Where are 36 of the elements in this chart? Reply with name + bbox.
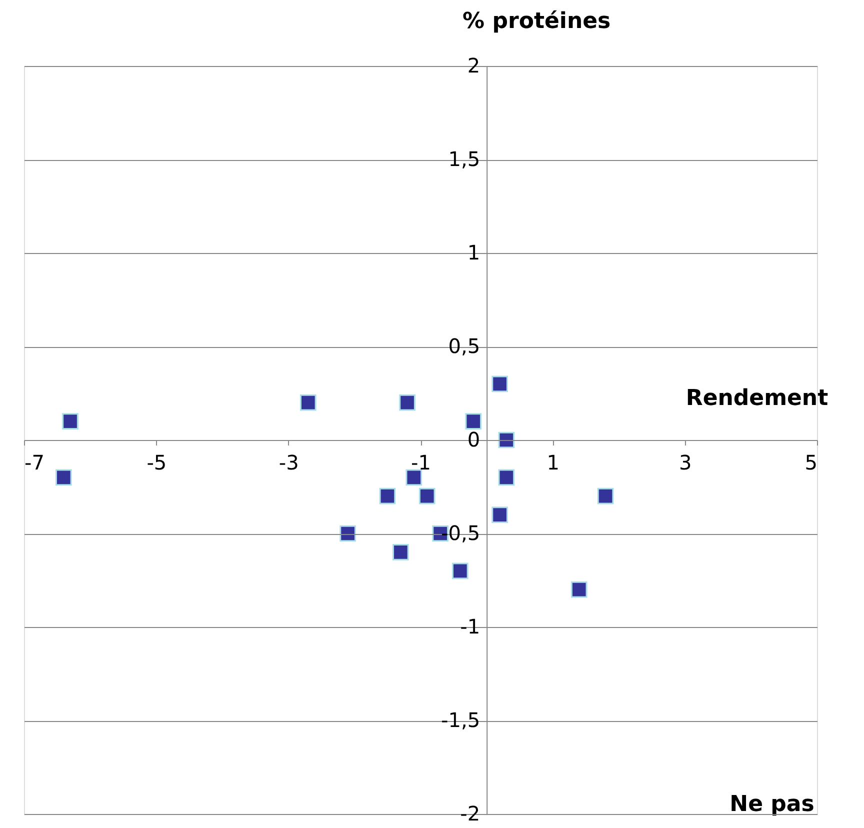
- y-tick-label: 0,5: [448, 334, 480, 358]
- y-tick-label: 2: [467, 54, 480, 78]
- point: [406, 469, 422, 486]
- x-tick-label: 5: [804, 450, 818, 474]
- y-tick-label: -1,5: [441, 708, 480, 732]
- y-tick-label: 1: [467, 240, 480, 264]
- x-tick-label: -1: [411, 450, 431, 474]
- point: [498, 432, 515, 448]
- point: [399, 394, 416, 411]
- y-axis-title: % protéines: [462, 9, 611, 34]
- point: [62, 413, 78, 430]
- x-tick-label: -5: [146, 450, 167, 474]
- y-tick-label: 1,5: [448, 147, 480, 171]
- point: [492, 376, 508, 392]
- point: [452, 562, 468, 580]
- y-tick-label: 0: [467, 428, 480, 452]
- point: [379, 488, 396, 504]
- point: [498, 469, 515, 486]
- x-tick-label: -7: [24, 450, 44, 474]
- x-tick-label: 1: [546, 450, 560, 474]
- point: [597, 488, 614, 504]
- x-tick-label: -3: [278, 450, 299, 474]
- x-tick-label: 3: [678, 450, 692, 474]
- y-tick-label: -2: [460, 802, 480, 826]
- point: [300, 394, 316, 411]
- point: [570, 581, 588, 598]
- point: [340, 525, 356, 542]
- annotation: Ne pas: [730, 792, 814, 817]
- x-axis-title: Rendement: [686, 386, 829, 411]
- point: [492, 506, 508, 523]
- y-tick-label: -1: [460, 614, 480, 638]
- point: [465, 413, 482, 430]
- point: [418, 488, 436, 504]
- y-tick-label: -0,5: [441, 521, 480, 545]
- point: [55, 469, 72, 486]
- point: [392, 544, 409, 560]
